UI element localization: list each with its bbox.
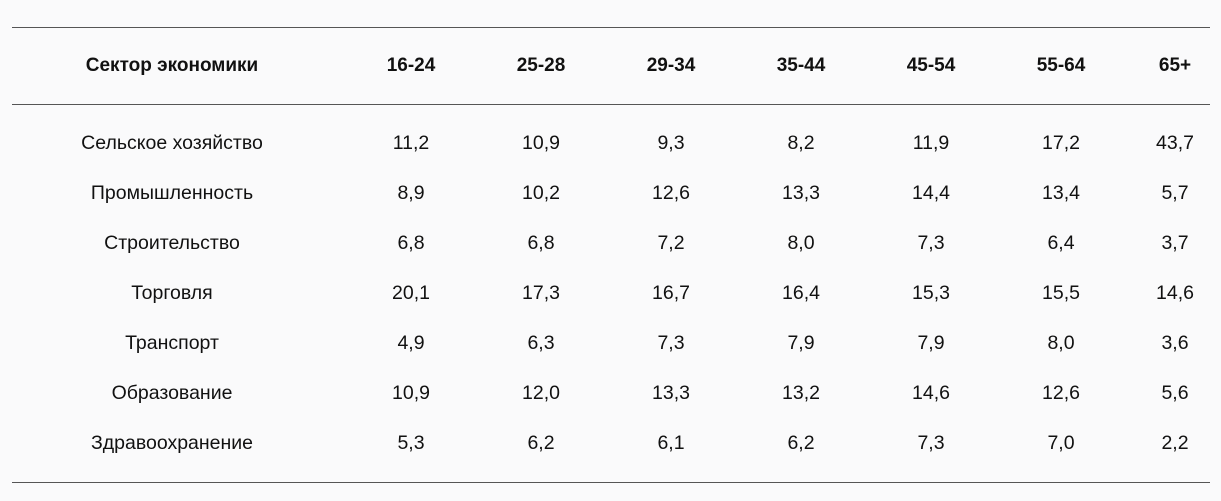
table-header-row: Сектор экономики 16-24 25-28 29-34 35-44… [0, 50, 1221, 82]
table-cell: 7,2 [657, 232, 685, 254]
table-cell: 6,4 [1047, 232, 1075, 254]
table-cell: 10,9 [392, 382, 430, 404]
table-cell: 6,3 [527, 332, 555, 354]
table-cell: 8,0 [787, 232, 815, 254]
table-cell: 13,4 [1042, 182, 1080, 204]
table-cell: 16,7 [652, 282, 690, 304]
table-cell: 6,2 [527, 432, 555, 454]
table-cell: 14,6 [912, 382, 950, 404]
table-cell: 17,3 [522, 282, 560, 304]
table-row: Образование 10,9 12,0 13,3 13,2 14,6 12,… [0, 377, 1221, 409]
header-age-25-28: 25-28 [516, 55, 566, 76]
table-row: Строительство 6,8 6,8 7,2 8,0 7,3 6,4 3,… [0, 227, 1221, 259]
table-cell: 12,6 [1042, 382, 1080, 404]
table-cell: 7,3 [917, 432, 945, 454]
table-top-rule [12, 27, 1210, 28]
table-cell: 7,0 [1047, 432, 1075, 454]
table-cell: 15,5 [1042, 282, 1080, 304]
table-cell: 8,0 [1047, 332, 1075, 354]
row-sector-label: Образование [111, 382, 233, 404]
table-cell: 7,3 [917, 232, 945, 254]
table-cell: 43,7 [1156, 132, 1194, 154]
table-cell: 6,8 [527, 232, 555, 254]
table-cell: 8,9 [397, 182, 425, 204]
table-cell: 10,9 [522, 132, 560, 154]
table-cell: 13,2 [782, 382, 820, 404]
row-sector-label: Торговля [131, 282, 213, 304]
table-cell: 7,9 [917, 332, 945, 354]
table-cell: 13,3 [652, 382, 690, 404]
table-cell: 5,7 [1161, 182, 1189, 204]
table-row: Торговля 20,1 17,3 16,7 16,4 15,3 15,5 1… [0, 277, 1221, 309]
table-row: Транспорт 4,9 6,3 7,3 7,9 7,9 8,0 3,6 [0, 327, 1221, 359]
table-cell: 15,3 [912, 282, 950, 304]
table-cell: 14,6 [1156, 282, 1194, 304]
table-cell: 5,3 [397, 432, 425, 454]
header-age-45-54: 45-54 [906, 55, 956, 76]
table-cell: 7,3 [657, 332, 685, 354]
table-cell: 10,2 [522, 182, 560, 204]
header-age-35-44: 35-44 [776, 55, 826, 76]
table-cell: 13,3 [782, 182, 820, 204]
table-cell: 8,2 [787, 132, 815, 154]
table-cell: 2,2 [1161, 432, 1189, 454]
table-cell: 5,6 [1161, 382, 1189, 404]
table-row: Здравоохранение 5,3 6,2 6,1 6,2 7,3 7,0 … [0, 427, 1221, 459]
table-cell: 16,4 [782, 282, 820, 304]
header-age-65-plus: 65+ [1158, 55, 1192, 76]
table-cell: 17,2 [1042, 132, 1080, 154]
header-age-55-64: 55-64 [1036, 55, 1086, 76]
table-cell: 14,4 [912, 182, 950, 204]
table-cell: 6,1 [657, 432, 685, 454]
table-row: Сельское хозяйство 11,2 10,9 9,3 8,2 11,… [0, 127, 1221, 159]
header-sector: Сектор экономики [85, 55, 259, 76]
table-cell: 7,9 [787, 332, 815, 354]
row-sector-label: Строительство [104, 232, 240, 254]
table-cell: 12,0 [522, 382, 560, 404]
table-cell: 6,8 [397, 232, 425, 254]
row-sector-label: Здравоохранение [90, 432, 254, 454]
row-sector-label: Транспорт [125, 332, 219, 354]
header-age-29-34: 29-34 [646, 55, 696, 76]
table-cell: 3,7 [1161, 232, 1189, 254]
table-cell: 4,9 [397, 332, 425, 354]
table-cell: 6,2 [787, 432, 815, 454]
table-header-rule [12, 104, 1210, 105]
table-cell: 20,1 [392, 282, 430, 304]
table-cell: 3,6 [1161, 332, 1189, 354]
table-cell: 11,9 [912, 132, 950, 154]
table-bottom-rule [12, 482, 1210, 483]
row-sector-label: Сельское хозяйство [81, 132, 263, 154]
row-sector-label: Промышленность [90, 182, 254, 204]
table-row: Промышленность 8,9 10,2 12,6 13,3 14,4 1… [0, 177, 1221, 209]
table-cell: 11,2 [392, 132, 430, 154]
header-age-16-24: 16-24 [386, 55, 436, 76]
table-cell: 9,3 [657, 132, 685, 154]
table-cell: 12,6 [652, 182, 690, 204]
